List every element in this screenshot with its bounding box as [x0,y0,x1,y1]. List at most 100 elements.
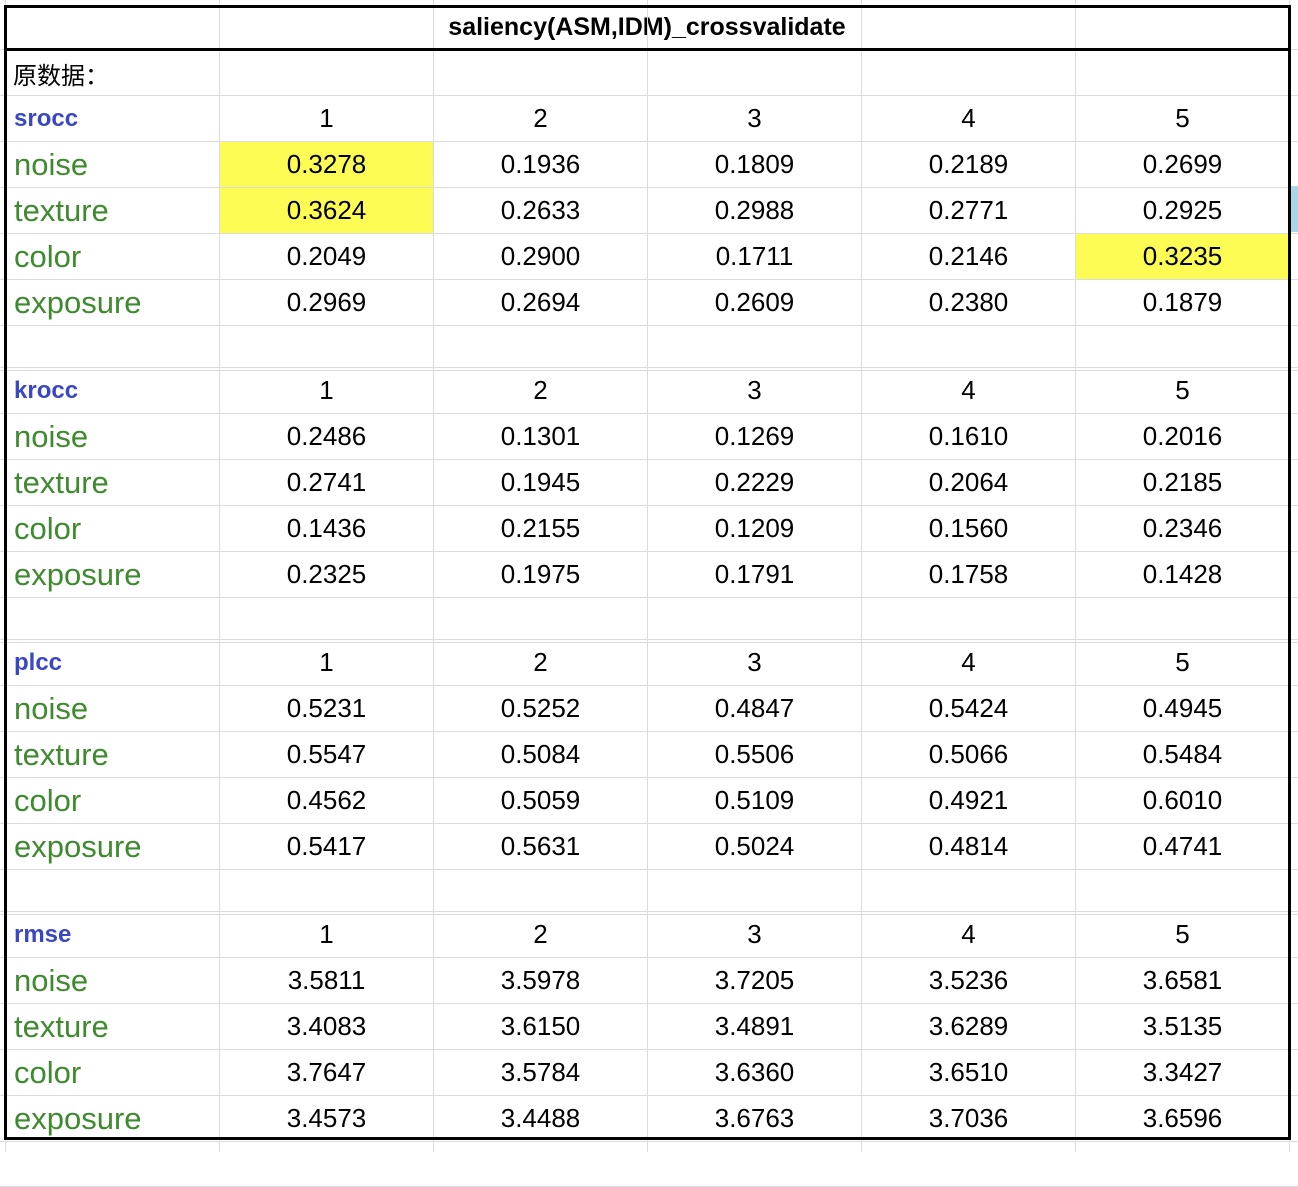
column-index-header[interactable]: 2 [533,103,548,133]
value-cell[interactable]: 0.2185 [1142,467,1223,497]
column-index-header[interactable]: 3 [747,375,762,405]
value-cell[interactable]: 0.1791 [714,559,795,589]
value-cell[interactable]: 0.1936 [500,149,581,179]
value-cell[interactable]: 0.5484 [1142,739,1223,769]
value-cell[interactable]: 0.4741 [1142,831,1223,861]
value-cell[interactable]: 3.6596 [1142,1103,1223,1133]
value-cell[interactable]: 0.1945 [500,467,581,497]
value-cell[interactable]: 0.2049 [286,241,367,271]
metric-header-krocc[interactable]: krocc [14,376,79,404]
column-index-header[interactable]: 2 [533,375,548,405]
column-index-header[interactable]: 2 [533,647,548,677]
metric-header-rmse[interactable]: rmse [14,920,72,948]
value-cell[interactable]: 0.5547 [286,739,367,769]
column-index-header[interactable]: 3 [747,919,762,949]
value-cell[interactable]: 0.1209 [714,513,795,543]
value-cell[interactable]: 0.1879 [1142,287,1223,317]
value-cell[interactable]: 3.4083 [286,1011,367,1041]
row-label-exposure[interactable]: exposure [14,556,142,592]
metric-header-plcc[interactable]: plcc [14,648,63,676]
value-cell[interactable]: 0.2064 [928,467,1009,497]
value-cell[interactable]: 3.6150 [500,1011,581,1041]
value-cell[interactable]: 3.3427 [1142,1057,1223,1087]
value-cell[interactable]: 3.5978 [500,965,581,995]
value-cell[interactable]: 0.1428 [1142,559,1223,589]
value-cell[interactable]: 0.2699 [1142,149,1223,179]
value-cell[interactable]: 0.5084 [500,739,581,769]
value-cell[interactable]: 0.5024 [714,831,795,861]
value-cell[interactable]: 0.2486 [286,421,367,451]
value-cell[interactable]: 0.5252 [500,693,581,723]
value-cell[interactable]: 0.5506 [714,739,795,769]
value-cell[interactable]: 0.2694 [500,287,581,317]
row-label-texture[interactable]: texture [14,1008,109,1044]
row-label-exposure[interactable]: exposure [14,1100,142,1136]
value-cell[interactable]: 0.1436 [286,513,367,543]
value-cell[interactable]: 3.4488 [500,1103,581,1133]
value-cell[interactable]: 0.2380 [928,287,1009,317]
value-cell[interactable]: 0.5231 [286,693,367,723]
value-cell[interactable]: 0.1560 [928,513,1009,543]
sheet-title[interactable]: saliency(ASM,IDM)_crossvalidate [448,12,846,41]
column-index-header[interactable]: 1 [319,647,334,677]
value-cell[interactable]: 0.1301 [500,421,581,451]
value-cell[interactable]: 0.2016 [1142,421,1223,451]
column-index-header[interactable]: 5 [1175,919,1190,949]
row-label-texture[interactable]: texture [14,736,109,772]
value-cell[interactable]: 3.6763 [714,1103,795,1133]
column-index-header[interactable]: 3 [747,103,762,133]
value-cell[interactable]: 0.2189 [928,149,1009,179]
value-cell[interactable]: 0.5059 [500,785,581,815]
column-index-header[interactable]: 1 [319,375,334,405]
value-cell[interactable]: 0.2346 [1142,513,1223,543]
value-cell[interactable]: 0.3624 [220,188,433,233]
row-label-color[interactable]: color [14,782,82,818]
value-cell[interactable]: 0.2925 [1142,195,1223,225]
value-cell[interactable]: 0.2988 [714,195,795,225]
value-cell[interactable]: 0.1269 [714,421,795,451]
column-index-header[interactable]: 5 [1175,375,1190,405]
value-cell[interactable]: 3.7205 [714,965,795,995]
value-cell[interactable]: 3.5135 [1142,1011,1223,1041]
value-cell[interactable]: 3.4573 [286,1103,367,1133]
value-cell[interactable]: 0.4921 [928,785,1009,815]
value-cell[interactable]: 3.6289 [928,1011,1009,1041]
value-cell[interactable]: 0.5109 [714,785,795,815]
value-cell[interactable]: 0.6010 [1142,785,1223,815]
column-index-header[interactable]: 4 [961,103,976,133]
value-cell[interactable]: 0.2155 [500,513,581,543]
value-cell[interactable]: 0.2609 [714,287,795,317]
value-cell[interactable]: 3.7036 [928,1103,1009,1133]
value-cell[interactable]: 0.1610 [928,421,1009,451]
column-index-header[interactable]: 5 [1175,103,1190,133]
value-cell[interactable]: 3.6360 [714,1057,795,1087]
value-cell[interactable]: 0.5424 [928,693,1009,723]
value-cell[interactable]: 0.2325 [286,559,367,589]
value-cell[interactable]: 0.4945 [1142,693,1223,723]
value-cell[interactable]: 0.4847 [714,693,795,723]
value-cell[interactable]: 0.5066 [928,739,1009,769]
value-cell[interactable]: 0.2633 [500,195,581,225]
column-index-header[interactable]: 3 [747,647,762,677]
note-cell[interactable]: 原数据： [13,62,109,90]
value-cell[interactable]: 0.2146 [928,241,1009,271]
value-cell[interactable]: 3.5236 [928,965,1009,995]
value-cell[interactable]: 0.4814 [928,831,1009,861]
value-cell[interactable]: 0.2771 [928,195,1009,225]
row-label-noise[interactable]: noise [14,418,89,454]
column-index-header[interactable]: 1 [319,919,334,949]
value-cell[interactable]: 0.1809 [714,149,795,179]
value-cell[interactable]: 3.6510 [928,1057,1009,1087]
column-index-header[interactable]: 1 [319,103,334,133]
row-label-color[interactable]: color [14,510,82,546]
column-index-header[interactable]: 5 [1175,647,1190,677]
value-cell[interactable]: 0.1975 [500,559,581,589]
value-cell[interactable]: 3.5811 [287,965,366,995]
row-label-texture[interactable]: texture [14,464,109,500]
value-cell[interactable]: 0.2229 [714,467,795,497]
column-index-header[interactable]: 4 [961,919,976,949]
row-label-noise[interactable]: noise [14,962,89,998]
value-cell[interactable]: 3.4891 [714,1011,795,1041]
column-index-header[interactable]: 4 [961,375,976,405]
row-label-color[interactable]: color [14,1054,82,1090]
